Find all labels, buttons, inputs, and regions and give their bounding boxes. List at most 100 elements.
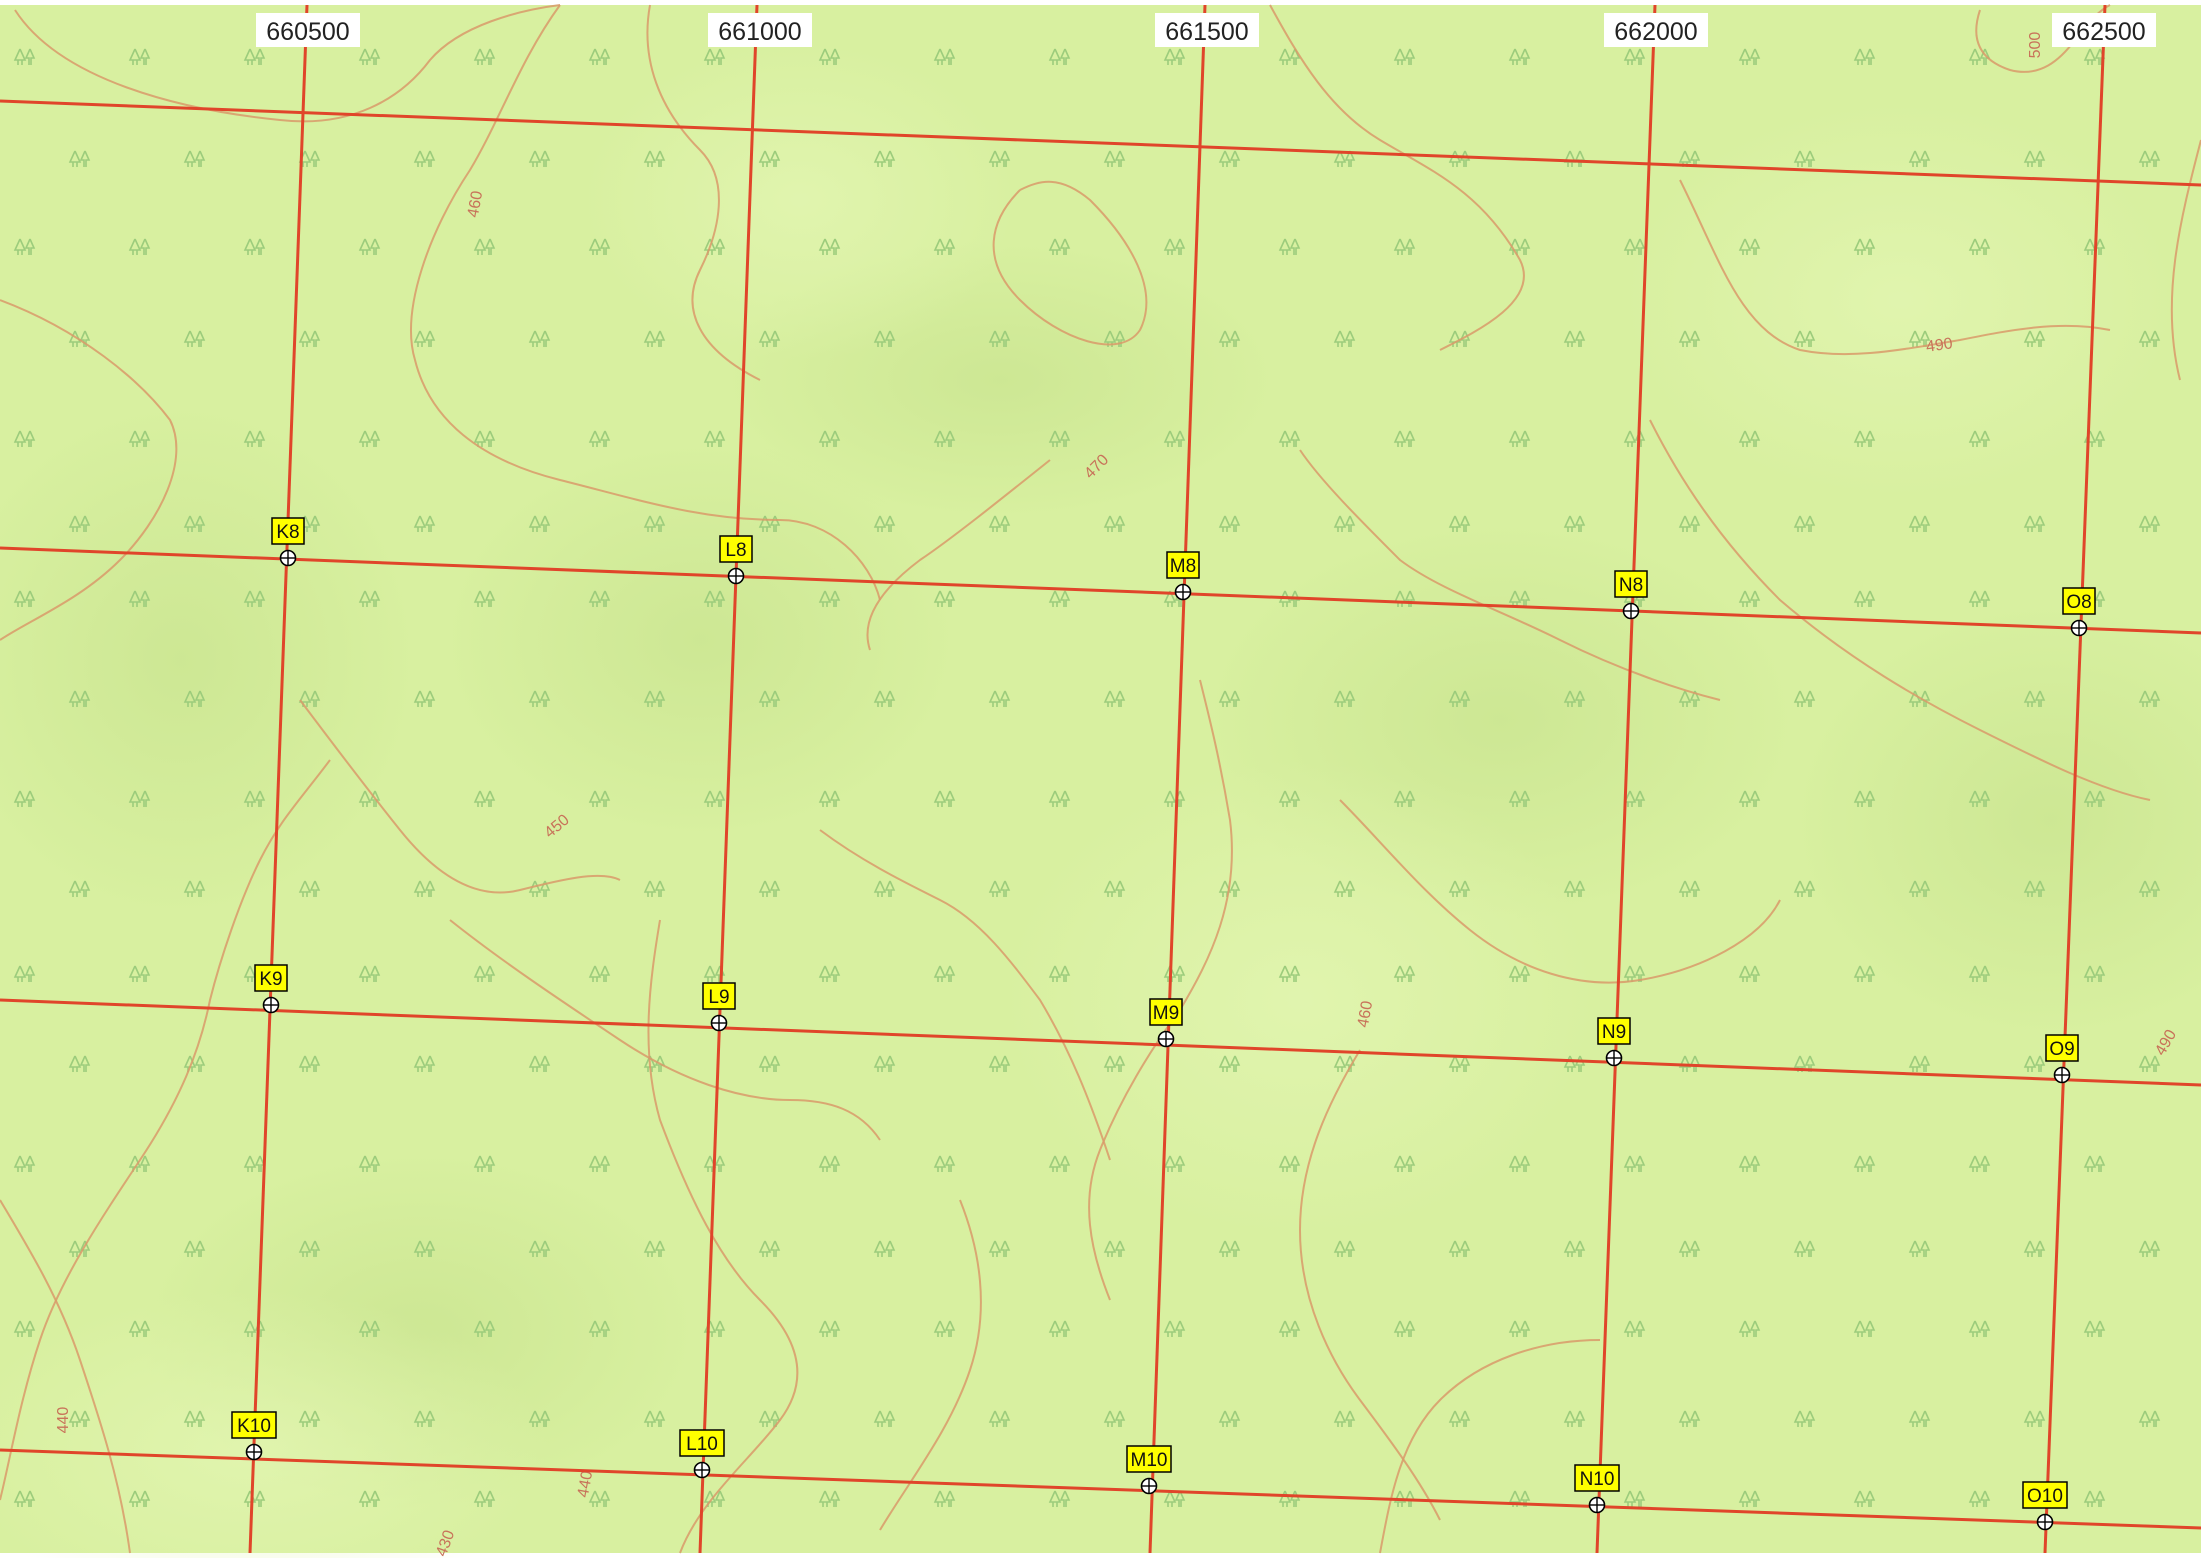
woodland-tree-icon — [933, 965, 956, 982]
woodland-tree-icon — [1278, 965, 1301, 982]
woodland-tree-icon — [1393, 1320, 1416, 1337]
grid-marker-o10[interactable]: O10 — [2022, 1481, 2068, 1531]
woodland-tree-icon — [1793, 690, 1816, 707]
woodland-tree-icon — [1908, 880, 1931, 897]
woodland-tree-icon — [473, 238, 496, 255]
crosshair-circle-icon — [279, 549, 297, 567]
woodland-tree-icon — [1508, 590, 1531, 607]
woodland-tree-icon — [1163, 48, 1186, 65]
grid-marker-l10[interactable]: L10 — [679, 1429, 725, 1479]
woodland-tree-icon — [703, 430, 726, 447]
grid-marker-m9[interactable]: M9 — [1149, 998, 1183, 1048]
woodland-tree-icon — [1163, 1490, 1186, 1507]
woodland-tree-icon — [1218, 150, 1241, 167]
woodland-tree-icon — [1968, 1155, 1991, 1172]
woodland-tree-icon — [758, 1240, 781, 1257]
woodland-tree-icon — [128, 790, 151, 807]
woodland-tree-icon — [1218, 690, 1241, 707]
woodland-tree-icon — [873, 150, 896, 167]
grid-marker-label: N8 — [1619, 575, 1643, 596]
woodland-tree-icon — [1793, 330, 1816, 347]
woodland-tree-icon — [703, 590, 726, 607]
woodland-tree-icon — [1908, 1410, 1931, 1427]
easting-label-text: 660500 — [266, 18, 349, 46]
woodland-tree-icon — [1853, 430, 1876, 447]
grid-marker-n9[interactable]: N9 — [1597, 1017, 1631, 1067]
grid-marker-o9[interactable]: O9 — [2045, 1034, 2079, 1084]
woodland-tree-icon — [873, 515, 896, 532]
woodland-tree-icon — [643, 150, 666, 167]
grid-marker-k8[interactable]: K8 — [271, 517, 305, 567]
woodland-tree-icon — [68, 515, 91, 532]
woodland-tree-icon — [2023, 1410, 2046, 1427]
woodland-tree-icon — [588, 790, 611, 807]
woodland-tree-icon — [588, 430, 611, 447]
woodland-tree-icon — [1163, 1320, 1186, 1337]
woodland-tree-icon — [128, 238, 151, 255]
woodland-tree-icon — [473, 790, 496, 807]
woodland-tree-icon — [588, 238, 611, 255]
woodland-tree-icon — [873, 1240, 896, 1257]
grid-marker-o8[interactable]: O8 — [2062, 587, 2096, 637]
grid-marker-l9[interactable]: L9 — [702, 982, 736, 1032]
grid-marker-n10[interactable]: N10 — [1574, 1464, 1620, 1514]
grid-marker-m10[interactable]: M10 — [1126, 1445, 1172, 1495]
woodland-tree-icon — [1623, 1490, 1646, 1507]
woodland-tree-icon — [1968, 1320, 1991, 1337]
woodland-tree-icon — [643, 515, 666, 532]
grid-marker-k10[interactable]: K10 — [231, 1411, 277, 1461]
contour-line — [992, 180, 1148, 346]
crosshair-circle-icon — [2070, 619, 2088, 637]
woodland-tree-icon — [818, 965, 841, 982]
grid-marker-k9[interactable]: K9 — [254, 964, 288, 1014]
woodland-tree-icon — [413, 690, 436, 707]
easting-label-bg — [256, 13, 360, 47]
woodland-tree-icon — [1448, 1240, 1471, 1257]
grid-marker-label: O10 — [2027, 1486, 2063, 1507]
woodland-tree-icon — [758, 150, 781, 167]
woodland-tree-icon — [413, 1055, 436, 1072]
grid-marker-m8[interactable]: M8 — [1166, 551, 1200, 601]
grid-line-vertical — [1148, 4, 1207, 1554]
woodland-tree-icon — [2023, 1240, 2046, 1257]
woodland-tree-icon — [1623, 48, 1646, 65]
easting-label-text: 662000 — [1614, 18, 1697, 46]
woodland-tree-icon — [1103, 880, 1126, 897]
woodland-tree-icon — [1218, 1055, 1241, 1072]
grid-marker-label: N9 — [1602, 1022, 1626, 1043]
contour-line — [866, 459, 1051, 651]
easting-label: 661500 — [1155, 13, 1259, 47]
woodland-tree-icon — [758, 1410, 781, 1427]
woodland-tree-icon — [818, 430, 841, 447]
woodland-tree-icon — [703, 790, 726, 807]
contour-line — [646, 4, 761, 381]
woodland-tree-icon — [1048, 1490, 1071, 1507]
woodland-tree-icon — [1163, 430, 1186, 447]
woodland-tree-icon — [1793, 1240, 1816, 1257]
grid-marker-label: N10 — [1580, 1469, 1615, 1490]
woodland-tree-icon — [818, 790, 841, 807]
woodland-tree-icon — [933, 238, 956, 255]
woodland-tree-icon — [1048, 965, 1071, 982]
woodland-tree-icon — [1218, 1240, 1241, 1257]
woodland-tree-icon — [1333, 150, 1356, 167]
woodland-tree-icon — [2083, 1320, 2106, 1337]
crosshair-circle-icon — [1174, 583, 1192, 601]
grid-marker-n8[interactable]: N8 — [1614, 570, 1648, 620]
woodland-tree-icon — [1278, 790, 1301, 807]
woodland-tree-icon — [1103, 1055, 1126, 1072]
woodland-tree-icon — [1218, 515, 1241, 532]
woodland-tree-icon — [1738, 1320, 1761, 1337]
woodland-tree-icon — [1448, 1055, 1471, 1072]
woodland-tree-icon — [988, 330, 1011, 347]
woodland-tree-icon — [1738, 430, 1761, 447]
crosshair-circle-icon — [1588, 1496, 1606, 1514]
woodland-tree-icon — [1218, 330, 1241, 347]
grid-marker-l8[interactable]: L8 — [719, 535, 753, 585]
woodland-tree-icon — [643, 1055, 666, 1072]
terrain-shade — [1790, 600, 2201, 1040]
woodland-tree-icon — [473, 48, 496, 65]
woodland-tree-icon — [758, 880, 781, 897]
contour-line — [819, 829, 1111, 1161]
